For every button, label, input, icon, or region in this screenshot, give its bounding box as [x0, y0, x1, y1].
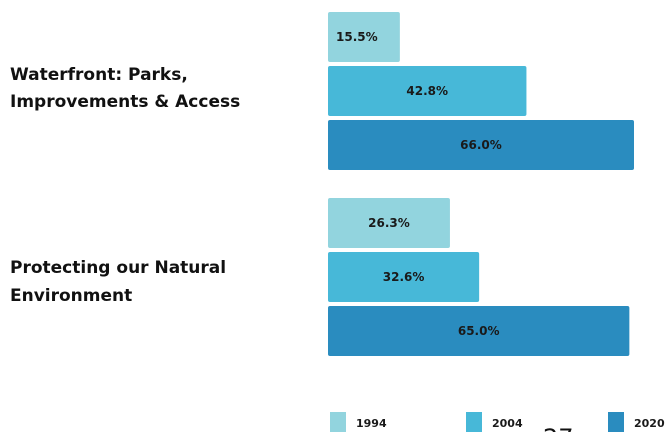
bar-1994-1 — [328, 12, 400, 62]
data-label: 42.8% — [406, 84, 448, 98]
data-label: 32.6% — [383, 270, 425, 284]
page-number: 27 — [543, 424, 574, 432]
bar-2020-1 — [328, 120, 634, 170]
legend-swatch-1994 — [330, 412, 346, 432]
data-label: 66.0% — [460, 138, 502, 152]
legend-label: 2004 — [492, 417, 523, 430]
category-label: Protecting our Natural Environment — [10, 258, 226, 306]
data-label: 65.0% — [458, 324, 500, 338]
legend-swatch-2004 — [466, 412, 482, 432]
bar-2004-1 — [328, 66, 527, 116]
legend: 1994 2004 2020 — [330, 412, 665, 432]
legend-label: 1994 — [356, 417, 387, 430]
data-label: 15.5% — [336, 30, 378, 44]
category-labels: Waterfront: Parks, Improvements & Access P… — [10, 65, 240, 306]
legend-label: 2020 — [634, 417, 665, 430]
bar-1994-2 — [328, 198, 450, 248]
bars: 15.5% 42.8% 66.0% 26.3% 32.6% 65.0% — [328, 12, 634, 356]
bar-2020-2 — [328, 306, 630, 356]
category-label: Waterfront: Parks, Improvements & Access — [10, 65, 240, 112]
bar-2004-2 — [328, 252, 480, 302]
data-label: 26.3% — [368, 216, 410, 230]
legend-swatch-2020 — [608, 412, 624, 432]
